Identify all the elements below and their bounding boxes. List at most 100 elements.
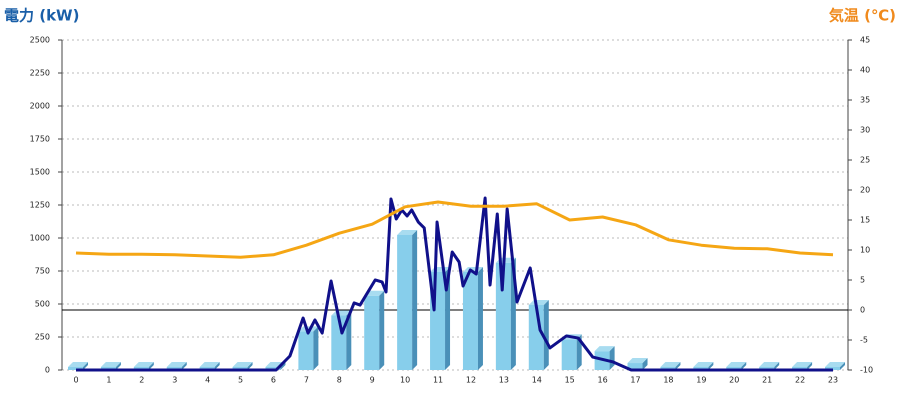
y-tick-label: 1750	[30, 135, 50, 144]
x-tick-label: 5	[238, 376, 243, 385]
bar	[627, 358, 648, 370]
y-tick-label: 1500	[30, 168, 50, 177]
bar-face	[247, 362, 253, 370]
bar-face	[495, 262, 511, 370]
bar-face	[675, 362, 681, 370]
x-tick-label: 9	[370, 376, 375, 385]
bar-face	[280, 362, 286, 370]
y-tick-label: 250	[35, 333, 50, 342]
bar-face	[807, 362, 813, 370]
x-tick-label: 1	[106, 376, 111, 385]
bar-face	[346, 310, 352, 370]
y2-tick-label: 10	[860, 246, 870, 255]
bar-face	[825, 362, 845, 367]
x-tick-label: 23	[828, 376, 838, 385]
bar-face	[445, 266, 451, 370]
y2-title: 気温 (℃)	[829, 7, 896, 25]
bar	[68, 362, 88, 370]
bar-face	[181, 362, 187, 370]
bar-face	[313, 326, 319, 370]
bar-face	[397, 230, 418, 235]
y2-tick-label: 0	[860, 306, 865, 315]
x-tick-label: 19	[696, 376, 706, 385]
bar-face	[609, 346, 615, 370]
bar-face	[68, 367, 83, 370]
y2-tick-label: 15	[860, 216, 870, 225]
bar-face	[528, 299, 549, 305]
line	[76, 196, 833, 372]
bar-face	[759, 362, 780, 367]
bar-face	[379, 290, 385, 370]
x-tick-label: 10	[400, 376, 410, 385]
bar-face	[726, 362, 747, 367]
bar-face	[477, 266, 483, 370]
bar-face	[792, 362, 813, 367]
bar	[495, 257, 516, 370]
bar-face	[68, 362, 88, 367]
bar-face	[462, 271, 478, 370]
bar	[298, 326, 319, 370]
x-tick-label: 13	[499, 376, 509, 385]
bar-face	[199, 362, 220, 367]
y2-tick-label: 20	[860, 186, 870, 195]
y2-tick-label: 45	[860, 36, 870, 45]
x-tick-label: 0	[73, 376, 78, 385]
y-tick-label: 1250	[30, 201, 50, 210]
x-tick-label: 4	[205, 376, 210, 385]
y2-tick-label: -10	[860, 366, 873, 375]
x-tick-label: 12	[466, 376, 476, 385]
bar-face	[148, 362, 154, 370]
bar-face	[397, 235, 413, 370]
x-tick-label: 21	[762, 376, 772, 385]
bar-face	[774, 362, 780, 370]
y-tick-label: 2250	[30, 69, 50, 78]
bar-face	[660, 362, 681, 367]
bar-face	[298, 326, 319, 332]
x-tick-label: 6	[271, 376, 276, 385]
bar-face	[133, 362, 154, 367]
bar-face	[298, 331, 314, 370]
bar-face	[543, 299, 549, 370]
y2-tick-label: 25	[860, 156, 870, 165]
x-tick-label: 3	[172, 376, 177, 385]
x-tick-label: 17	[630, 376, 640, 385]
y-tick-label: 2500	[30, 36, 50, 45]
x-tick-label: 22	[795, 376, 805, 385]
x-tick-label: 16	[598, 376, 608, 385]
bar-face	[214, 362, 220, 370]
x-tick-label: 2	[139, 376, 144, 385]
chart-title: 電力 (kW)	[4, 7, 79, 25]
bar-face	[693, 362, 714, 367]
x-tick-label: 7	[304, 376, 309, 385]
x-tick-label: 20	[729, 376, 739, 385]
bar	[528, 299, 549, 370]
x-tick-label: 15	[565, 376, 575, 385]
bar-face	[232, 362, 253, 367]
y2-tick-label: 30	[860, 126, 870, 135]
y-tick-label: 0	[45, 366, 50, 375]
y2-tick-label: -5	[860, 336, 868, 345]
x-tick-label: 14	[532, 376, 542, 385]
bar-face	[100, 362, 121, 367]
bar-face	[708, 362, 714, 370]
bar-face	[166, 362, 187, 367]
bar	[364, 290, 385, 370]
bar-face	[627, 363, 643, 370]
bar-face	[642, 358, 648, 370]
y-tick-label: 500	[35, 300, 50, 309]
bar-face	[412, 230, 418, 370]
bar-face	[364, 295, 380, 370]
bar-face	[594, 346, 615, 352]
bar-face	[115, 362, 121, 370]
bar	[397, 230, 418, 370]
y2-tick-label: 5	[860, 276, 865, 285]
y2-tick-label: 35	[860, 96, 870, 105]
bar-face	[83, 362, 88, 370]
bar-face	[561, 339, 577, 370]
y-tick-label: 1000	[30, 234, 50, 243]
y2-tick-label: 40	[860, 66, 870, 75]
bar-face	[741, 362, 747, 370]
y-tick-label: 2000	[30, 102, 50, 111]
x-tick-label: 8	[337, 376, 342, 385]
